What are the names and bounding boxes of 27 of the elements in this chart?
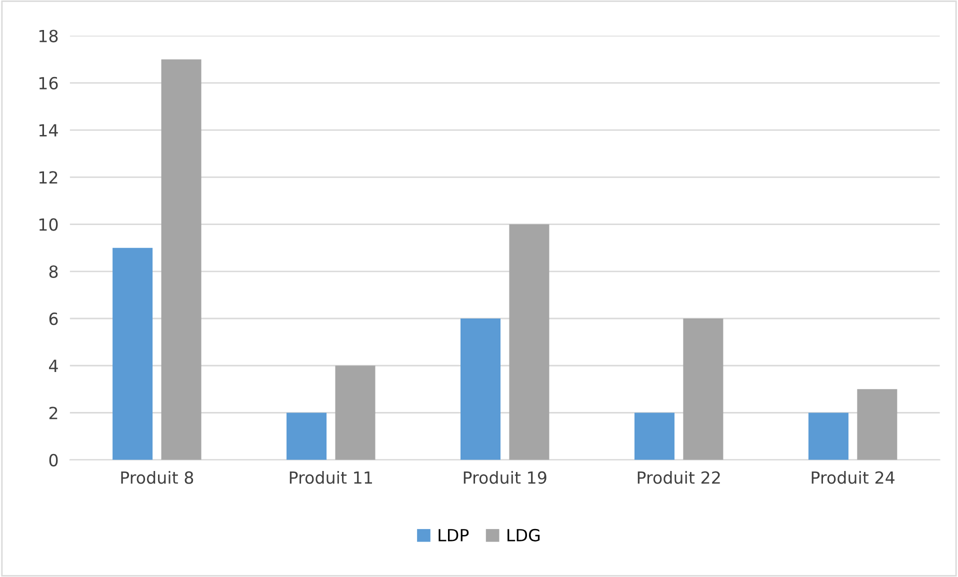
y-tick-label: 2 <box>49 406 58 420</box>
y-tick-label: 4 <box>49 360 58 372</box>
x-tick-label: Produit 24 <box>812 470 894 484</box>
bar <box>335 366 376 460</box>
y-tick-label: 8 <box>49 265 58 278</box>
y-tick-label: 14 <box>39 124 58 136</box>
y-tick-label: 18 <box>39 30 58 42</box>
bar <box>857 389 898 460</box>
x-tick-label: Produit 11 <box>290 470 372 484</box>
y-tick-label: 16 <box>39 76 58 90</box>
bar <box>161 59 202 460</box>
bar <box>634 412 674 460</box>
bar <box>509 224 550 460</box>
bar <box>683 318 724 460</box>
y-tick-label: 10 <box>39 218 58 231</box>
x-tick-label: Produit 22 <box>638 470 720 484</box>
bar <box>286 412 327 460</box>
x-tick-label: Produit 8 <box>121 470 194 484</box>
legend-label: LDP <box>438 529 469 542</box>
y-tick-label: 6 <box>49 312 58 326</box>
legend-label: LDG <box>508 528 540 542</box>
y-tick-label: 12 <box>39 171 58 184</box>
bar <box>460 318 501 460</box>
y-tick-label: 0 <box>49 454 58 466</box>
bar <box>112 248 153 460</box>
bar <box>808 412 848 460</box>
x-tick-label: Produit 19 <box>464 470 546 484</box>
